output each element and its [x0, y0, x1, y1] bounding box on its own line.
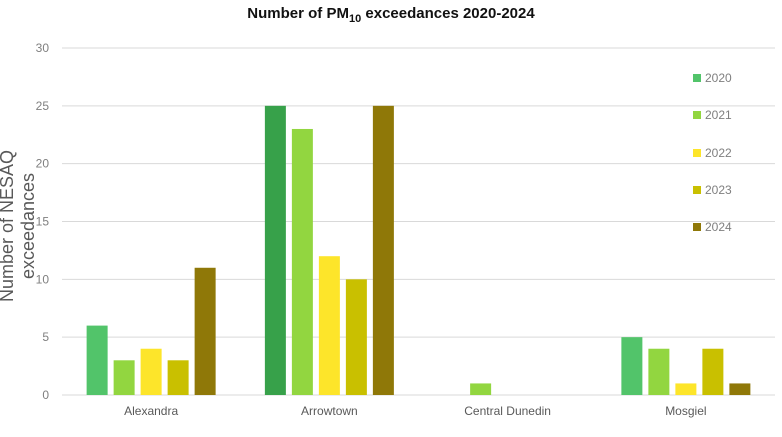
gridlines: [62, 47, 775, 396]
y-tick-label: 15: [36, 215, 50, 229]
bar-2020-mosgiel: [621, 337, 643, 395]
x-tick-label: Arrowtown: [301, 404, 358, 418]
y-tick-label: 30: [36, 41, 50, 55]
legend-label-2024: 2024: [705, 220, 732, 234]
legend-label-2020: 2020: [705, 71, 732, 85]
y-tick-label: 20: [36, 157, 50, 171]
bar-2021-arrowtown: [291, 128, 313, 395]
bar-2023-mosgiel: [702, 348, 724, 395]
y-axis-ticks: 0 5 10 15 20 25 30: [36, 41, 50, 402]
x-tick-label: Mosgiel: [665, 404, 706, 418]
y-tick-label: 10: [36, 272, 50, 286]
y-tick-label: 25: [36, 99, 50, 113]
legend-label-2022: 2022: [705, 146, 732, 160]
bar-2021-central-dunedin: [470, 383, 492, 395]
bar-2022-arrowtown: [318, 256, 340, 395]
legend-swatch-2024: [693, 223, 701, 231]
bar-2020-arrowtown: [264, 105, 286, 395]
legend-swatch-2021: [693, 111, 701, 119]
bar-2020-alexandra: [86, 325, 108, 395]
bar-2024-alexandra: [194, 267, 216, 395]
legend-swatch-2023: [693, 186, 701, 194]
x-axis-labels: Alexandra Arrowtown Central Dunedin Mosgiel: [124, 404, 706, 418]
bar-2022-alexandra: [140, 348, 162, 395]
y-tick-label: 5: [42, 330, 49, 344]
chart-title: Number of PM10 exceedances 2020-2024: [247, 5, 535, 25]
bar-2021-alexandra: [113, 360, 135, 395]
bar-2024-mosgiel: [729, 383, 751, 395]
bar-2021-mosgiel: [648, 348, 670, 395]
bar-2023-alexandra: [167, 360, 189, 395]
x-tick-label: Central Dunedin: [464, 404, 551, 418]
bars: [86, 105, 751, 395]
legend-swatch-2020: [693, 74, 701, 82]
bar-2022-mosgiel: [675, 383, 697, 395]
y-tick-label: 0: [42, 388, 49, 402]
bar-2023-arrowtown: [345, 279, 367, 395]
legend-label-2023: 2023: [705, 183, 732, 197]
legend-swatch-2022: [693, 149, 701, 157]
bar-2024-arrowtown: [372, 105, 394, 395]
x-tick-label: Alexandra: [124, 404, 178, 418]
legend: 2020 2021 2022 2023 2024: [693, 71, 732, 234]
legend-label-2021: 2021: [705, 108, 732, 122]
